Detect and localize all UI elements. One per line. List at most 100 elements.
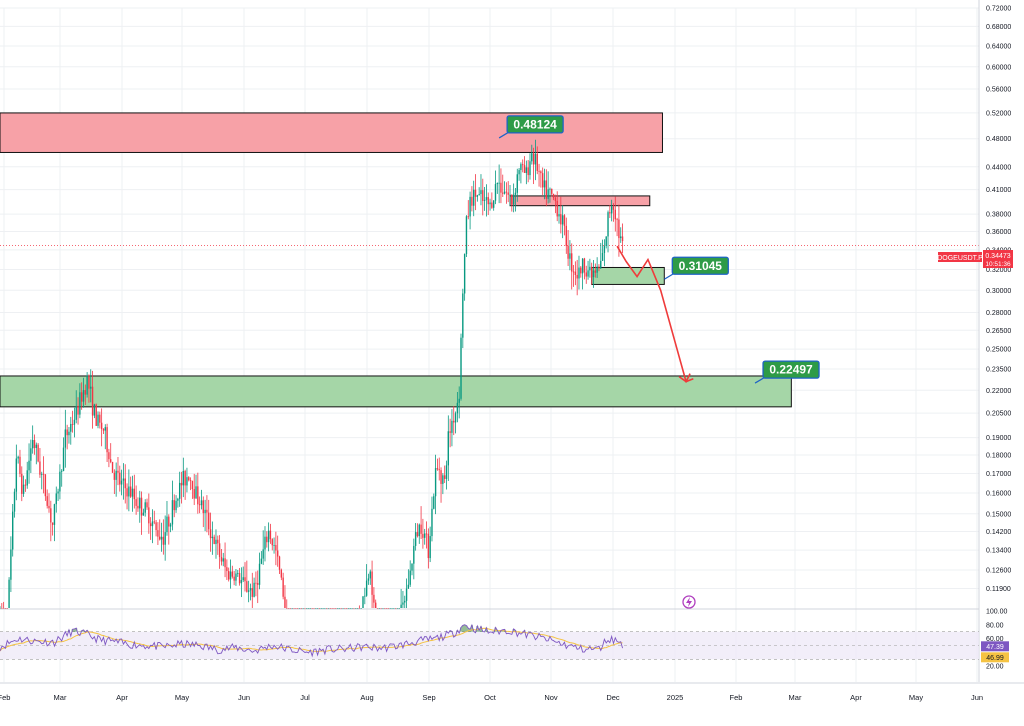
candle[interactable] — [387, 608, 390, 609]
candle[interactable] — [240, 567, 243, 598]
candle[interactable] — [206, 495, 208, 533]
candle[interactable] — [409, 560, 411, 587]
candle[interactable] — [262, 530, 264, 565]
candle[interactable] — [491, 192, 493, 209]
candle[interactable] — [398, 608, 400, 609]
candle[interactable] — [532, 147, 535, 185]
candle[interactable] — [560, 196, 562, 234]
candle[interactable] — [35, 442, 37, 465]
candle[interactable] — [93, 403, 96, 419]
candle[interactable] — [137, 497, 139, 512]
candle[interactable] — [177, 497, 179, 508]
candle[interactable] — [523, 156, 526, 174]
candle[interactable] — [12, 503, 14, 557]
candle[interactable] — [62, 437, 65, 472]
candle[interactable] — [235, 569, 237, 586]
candle[interactable] — [198, 496, 201, 514]
candle[interactable] — [335, 608, 337, 609]
candle[interactable] — [180, 471, 183, 504]
candle[interactable] — [440, 467, 442, 503]
candle[interactable] — [500, 168, 502, 204]
candle[interactable] — [222, 552, 224, 567]
candle[interactable] — [50, 500, 52, 542]
candle[interactable] — [195, 474, 197, 499]
candle[interactable] — [349, 608, 351, 609]
candle[interactable] — [289, 608, 292, 609]
candle[interactable] — [128, 469, 130, 512]
candle[interactable] — [255, 571, 257, 597]
candle[interactable] — [122, 463, 125, 500]
candle[interactable] — [554, 194, 557, 214]
candle[interactable] — [311, 608, 313, 609]
candle[interactable] — [407, 569, 410, 589]
candle[interactable] — [326, 608, 328, 609]
candle[interactable] — [173, 494, 175, 518]
candle[interactable] — [447, 415, 450, 481]
candle[interactable] — [273, 537, 275, 554]
candle[interactable] — [333, 608, 335, 609]
candle[interactable] — [605, 236, 607, 249]
candle[interactable] — [0, 606, 1, 609]
candle[interactable] — [95, 403, 97, 427]
candle[interactable] — [556, 191, 558, 222]
candle[interactable] — [502, 174, 504, 197]
candle[interactable] — [340, 608, 342, 609]
candle[interactable] — [594, 263, 597, 278]
candle[interactable] — [558, 206, 560, 224]
candle[interactable] — [402, 591, 404, 608]
candle[interactable] — [571, 243, 573, 290]
candle[interactable] — [233, 571, 235, 586]
candle[interactable] — [8, 577, 10, 608]
candle[interactable] — [260, 551, 263, 565]
candle[interactable] — [315, 608, 317, 609]
candle[interactable] — [465, 215, 468, 258]
candle[interactable] — [355, 608, 357, 609]
candle[interactable] — [478, 187, 480, 196]
candle[interactable] — [22, 475, 25, 497]
candle[interactable] — [80, 382, 83, 410]
candle[interactable] — [117, 456, 119, 486]
candle[interactable] — [2, 601, 5, 609]
candle[interactable] — [168, 514, 170, 545]
candle[interactable] — [545, 169, 548, 207]
candle[interactable] — [204, 499, 206, 532]
candle[interactable] — [129, 476, 132, 498]
candle[interactable] — [427, 528, 430, 569]
candle[interactable] — [483, 186, 486, 211]
candle[interactable] — [416, 523, 419, 538]
candle[interactable] — [68, 426, 70, 444]
candle[interactable] — [24, 479, 27, 492]
candle[interactable] — [531, 144, 533, 165]
candle[interactable] — [41, 471, 43, 490]
candle[interactable] — [59, 464, 61, 500]
candle[interactable] — [389, 608, 391, 609]
candle[interactable] — [237, 569, 239, 577]
candle[interactable] — [84, 384, 87, 405]
candle[interactable] — [124, 464, 126, 504]
candle[interactable] — [271, 538, 273, 551]
candle[interactable] — [538, 163, 540, 187]
candle[interactable] — [318, 608, 321, 609]
candle[interactable] — [253, 577, 255, 598]
candle[interactable] — [64, 409, 67, 468]
candle[interactable] — [603, 239, 606, 267]
candle[interactable] — [610, 199, 613, 222]
candle[interactable] — [159, 519, 161, 541]
candle[interactable] — [313, 608, 315, 609]
candle[interactable] — [4, 608, 7, 609]
candle[interactable] — [155, 519, 157, 537]
candle[interactable] — [48, 493, 50, 513]
candle[interactable] — [329, 608, 332, 609]
candle[interactable] — [77, 397, 79, 425]
candle[interactable] — [17, 455, 19, 464]
candle[interactable] — [612, 203, 615, 222]
candle[interactable] — [189, 477, 192, 491]
candle[interactable] — [251, 572, 253, 608]
candle[interactable] — [61, 469, 63, 487]
candle[interactable] — [482, 178, 484, 216]
candle[interactable] — [151, 509, 154, 544]
candle[interactable] — [614, 196, 616, 232]
time-axis[interactable]: Feb Mar Apr May Jun Jul Aug Sep Oct Nov Dec 2025 Feb… — [0, 682, 1024, 702]
candle[interactable] — [601, 239, 604, 261]
candle[interactable] — [324, 608, 326, 609]
